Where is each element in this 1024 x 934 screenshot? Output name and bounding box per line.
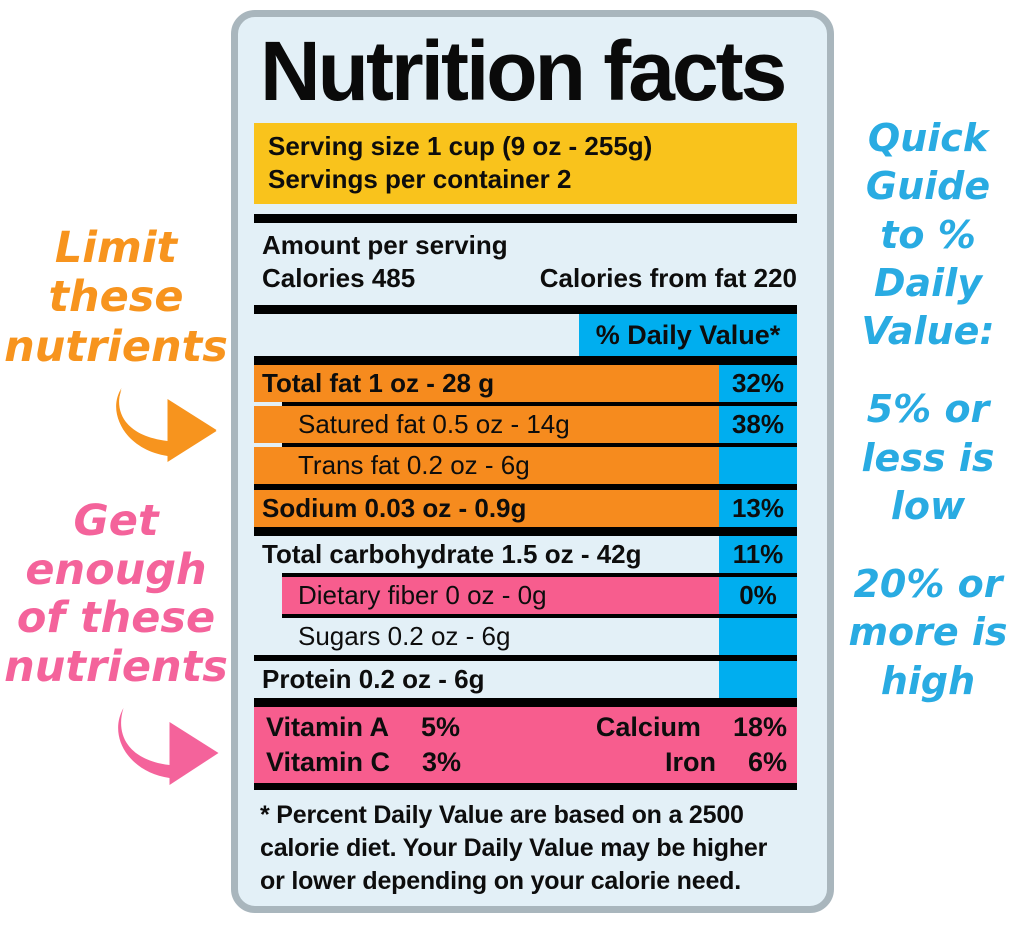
quick-guide-line: Guide: [865, 164, 991, 209]
get-enough-note: Get enough of these nutrients: [0, 497, 232, 691]
row-divider: [282, 443, 797, 448]
vitamin-value: 5%: [421, 712, 461, 743]
quick-guide-line: 5% or: [866, 387, 990, 432]
calories-from-fat-value: Calories from fat 220: [539, 263, 797, 294]
limit-arrow-icon: [116, 388, 217, 462]
get-enough-note-line: nutrients: [4, 641, 228, 692]
limit-note-line: these: [48, 272, 184, 323]
iron-row: Iron 6%: [596, 745, 787, 780]
nutrient-name: Satured fat 0.5 oz - 14g: [298, 409, 570, 440]
row-divider: [282, 402, 797, 407]
footnote: * Percent Daily Value are based on a 250…: [260, 801, 768, 896]
vitamin-name: Vitamin A: [266, 712, 390, 743]
daily-value-cell: [719, 618, 797, 656]
quick-guide-line: low: [890, 483, 966, 528]
section-divider: [254, 783, 797, 791]
vitamin-a-row: Vitamin A 5%: [266, 710, 461, 745]
get-enough-note-line: enough: [25, 544, 207, 595]
serving-size-line: Serving size 1 cup (9 oz - 255g): [268, 130, 653, 161]
get-enough-note-line: Get: [73, 496, 159, 546]
daily-value-cell: 38%: [719, 406, 797, 444]
daily-value-cell: [719, 661, 797, 699]
quick-guide-line: Daily: [873, 260, 982, 305]
vitamins-panel: Vitamin A 5% Vitamin C 3% Calcium 18% Ir…: [254, 707, 797, 784]
vitamins-left-column: Vitamin A 5% Vitamin C 3%: [266, 710, 461, 780]
daily-value-header: % Daily Value*: [579, 314, 797, 357]
quick-guide-line: more is: [848, 610, 1008, 655]
amount-per-serving-label: Amount per serving: [262, 230, 508, 261]
nutrient-name: Total fat 1 oz - 28 g: [262, 368, 495, 399]
quick-guide-line: less is: [861, 435, 995, 480]
daily-value-cell: [719, 447, 797, 485]
limit-note-line: nutrients: [4, 321, 228, 372]
calcium-row: Calcium 18%: [596, 710, 787, 745]
daily-value-header-row: % Daily Value*: [254, 314, 797, 357]
nutrient-name: Sodium 0.03 oz - 0.9g: [262, 493, 527, 524]
section-divider: [254, 305, 797, 315]
vitamin-value: 3%: [422, 747, 462, 778]
nutrient-name: Trans fat 0.2 oz - 6g: [298, 450, 530, 481]
vitamin-value: 18%: [732, 712, 787, 743]
calories-value: Calories 485: [262, 263, 416, 294]
serving-info-box: Serving size 1 cup (9 oz - 255g) Serving…: [254, 122, 797, 205]
quick-guide-line: 20% or: [853, 562, 1003, 606]
quick-guide-low-rule: 5% or less is low: [834, 385, 1022, 530]
vitamin-c-row: Vitamin C 3%: [266, 745, 461, 780]
vitamin-name: Iron: [664, 747, 716, 778]
quick-guide-line: high: [880, 658, 976, 703]
section-divider: [254, 356, 797, 366]
limit-note-line: Limit: [54, 223, 178, 273]
nutrient-row-saturated-fat: Satured fat 0.5 oz - 14g 38%: [254, 406, 797, 444]
row-divider: [254, 655, 797, 662]
daily-value-cell: 11%: [719, 536, 797, 574]
vitamin-name: Calcium: [595, 712, 701, 743]
quick-guide-line: to %: [880, 212, 976, 257]
get-enough-note-line: of these: [16, 593, 216, 644]
nutrient-row-protein: Protein 0.2 oz - 6g: [254, 661, 797, 699]
quick-guide-heading: Quick Guide to % Daily Value:: [834, 114, 1022, 355]
nutrient-row-dietary-fiber: Dietary fiber 0 oz - 0g 0%: [254, 577, 797, 615]
vitamins-right-column: Calcium 18% Iron 6%: [596, 710, 787, 780]
calories-row: Calories 485 Calories from fat 220: [254, 262, 797, 295]
nutrient-name: Total carbohydrate 1.5 oz - 42g: [262, 539, 642, 570]
quick-guide-note: Quick Guide to % Daily Value: 5% or less…: [834, 114, 1022, 735]
label-title: Nutrition facts: [260, 24, 787, 118]
quick-guide-line: Value:: [861, 309, 995, 353]
nutrient-name: Protein 0.2 oz - 6g: [262, 664, 485, 695]
daily-value-cell: 32%: [719, 365, 797, 403]
nutrient-row-total-fat: Total fat 1 oz - 28 g 32%: [254, 365, 797, 403]
section-divider: [254, 214, 797, 224]
nutrient-name: Dietary fiber 0 oz - 0g: [282, 577, 719, 615]
vitamin-name: Vitamin C: [266, 747, 391, 778]
daily-value-cell: 0%: [719, 577, 797, 615]
nutrient-row-trans-fat: Trans fat 0.2 oz - 6g: [254, 447, 797, 485]
quick-guide-line: Quick: [867, 116, 989, 160]
row-divider: [254, 484, 797, 491]
section-divider: [254, 527, 797, 537]
nutrition-label: Nutrition facts Serving size 1 cup (9 oz…: [231, 10, 834, 913]
vitamin-value: 6%: [747, 747, 787, 778]
daily-value-cell: 13%: [719, 490, 797, 528]
nutrient-row-sodium: Sodium 0.03 oz - 0.9g 13%: [254, 490, 797, 528]
nutrient-row-sugars: Sugars 0.2 oz - 6g: [254, 618, 797, 656]
get-enough-arrow-icon: [118, 708, 219, 785]
section-divider: [254, 698, 797, 708]
nutrient-name: Sugars 0.2 oz - 6g: [298, 621, 511, 652]
limit-note: Limit these nutrients: [0, 223, 232, 372]
row-divider: [282, 614, 797, 619]
nutrient-row-total-carbohydrate: Total carbohydrate 1.5 oz - 42g 11%: [254, 536, 797, 574]
servings-per-container-line: Servings per container 2: [268, 164, 572, 195]
quick-guide-high-rule: 20% or more is high: [834, 560, 1022, 705]
dietary-fiber-highlight: Dietary fiber 0 oz - 0g: [254, 577, 719, 615]
row-divider: [282, 573, 797, 578]
